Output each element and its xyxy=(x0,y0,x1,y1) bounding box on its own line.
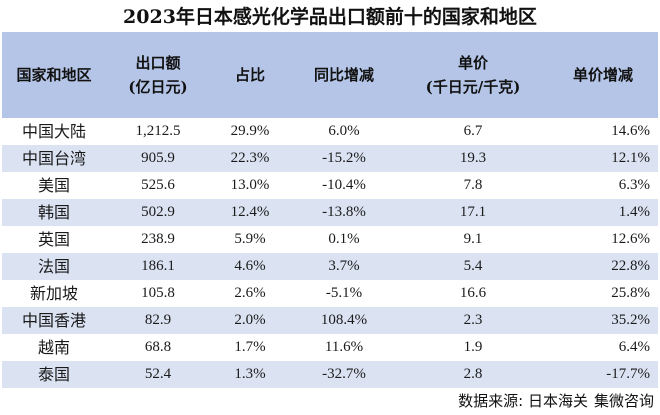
table-row: 中国香港 82.9 2.0% 108.4% 2.3 35.2% xyxy=(2,307,658,334)
cell-share: 1.7% xyxy=(234,339,266,355)
cell-yoy: -10.4% xyxy=(322,177,366,193)
cell-share: 4.6% xyxy=(234,258,266,274)
cell-yoy: -5.1% xyxy=(325,285,363,301)
cell-export: 502.9 xyxy=(141,204,175,220)
cell-price-change: 6.4% xyxy=(618,339,650,355)
cell-region: 英国 xyxy=(37,230,70,249)
cell-region: 法国 xyxy=(37,257,70,276)
cell-export: 238.9 xyxy=(141,231,175,247)
cell-unit-price: 19.3 xyxy=(459,150,487,166)
cell-region: 中国香港 xyxy=(21,311,86,330)
cell-share: 2.6% xyxy=(234,285,266,301)
table-row: 越南 68.8 1.7% 11.6% 1.9 6.4% xyxy=(2,334,658,361)
cell-share: 13.0% xyxy=(230,177,270,193)
header-price-change: 单价增减 xyxy=(572,66,633,84)
cell-region: 中国大陆 xyxy=(21,122,86,141)
header-yoy: 同比增减 xyxy=(313,66,374,84)
cell-price-change: 12.6% xyxy=(611,231,650,247)
table-row: 英国 238.9 5.9% 0.1% 9.1 12.6% xyxy=(2,226,658,253)
cell-share: 12.4% xyxy=(230,204,270,220)
cell-unit-price: 6.7 xyxy=(463,123,483,139)
header-unit-price: 单价 (千日元/千克) xyxy=(425,54,521,96)
table-row: 中国台湾 905.9 22.3% -15.2% 19.3 12.1% xyxy=(2,145,658,172)
cell-price-change: 12.1% xyxy=(611,150,650,166)
cell-yoy: 6.0% xyxy=(328,123,360,139)
cell-yoy: 3.7% xyxy=(328,258,360,274)
header-share: 占比 xyxy=(234,66,265,84)
cell-price-change: 6.3% xyxy=(618,177,650,193)
cell-export: 525.6 xyxy=(141,177,175,193)
source-label: 数据来源: xyxy=(458,392,524,410)
table-row: 中国大陆 1,212.5 29.9% 6.0% 6.7 14.6% xyxy=(2,118,658,145)
cell-yoy: 11.6% xyxy=(324,339,364,355)
source-2: 集微咨询 xyxy=(593,392,654,410)
cell-price-change: 14.6% xyxy=(611,123,650,139)
cell-export: 68.8 xyxy=(144,339,172,355)
cell-yoy: 0.1% xyxy=(328,231,360,247)
cell-unit-price: 7.8 xyxy=(463,177,483,193)
cell-unit-price: 2.8 xyxy=(463,366,483,382)
cell-export: 82.9 xyxy=(144,312,172,328)
cell-region: 泰国 xyxy=(37,365,70,384)
cell-yoy: 108.4% xyxy=(320,312,368,328)
table-row: 新加坡 105.8 2.6% -5.1% 16.6 25.8% xyxy=(2,280,658,307)
header-export: 出口额 (亿日元) xyxy=(128,54,188,96)
cell-price-change: -17.7% xyxy=(606,366,650,382)
cell-share: 22.3% xyxy=(230,150,270,166)
cell-unit-price: 2.3 xyxy=(463,312,483,328)
cell-yoy: -15.2% xyxy=(322,150,366,166)
source-1: 日本海关 xyxy=(527,392,588,410)
export-table: 国家和地区 出口额 (亿日元) 占比 同比增减 单价 (千日元/千克) 单价增减 中… xyxy=(2,32,658,388)
cell-export: 186.1 xyxy=(141,258,175,274)
table-row: 泰国 52.4 1.3% -32.7% 2.8 -17.7% xyxy=(2,361,658,388)
cell-price-change: 1.4% xyxy=(618,204,650,220)
table-title: 2023年日本感光化学品出口额前十的国家和地区 xyxy=(123,6,537,28)
cell-unit-price: 16.6 xyxy=(459,285,487,301)
cell-region: 中国台湾 xyxy=(21,149,86,168)
header-region: 国家和地区 xyxy=(16,66,92,84)
cell-yoy: -32.7% xyxy=(322,366,366,382)
cell-export: 105.8 xyxy=(141,285,175,301)
cell-unit-price: 1.9 xyxy=(463,339,483,355)
cell-export: 1,212.5 xyxy=(135,123,181,139)
cell-share: 1.3% xyxy=(234,366,266,382)
cell-region: 新加坡 xyxy=(29,284,78,303)
cell-unit-price: 9.1 xyxy=(463,231,483,247)
table-row: 韩国 502.9 12.4% -13.8% 17.1 1.4% xyxy=(2,199,658,226)
cell-region: 美国 xyxy=(37,176,70,195)
cell-price-change: 35.2% xyxy=(611,312,650,328)
cell-export: 905.9 xyxy=(141,150,175,166)
cell-yoy: -13.8% xyxy=(322,204,366,220)
cell-export: 52.4 xyxy=(144,366,172,382)
cell-price-change: 25.8% xyxy=(611,285,650,301)
cell-share: 5.9% xyxy=(234,231,266,247)
source-note: 数据来源: 日本海关 集微咨询 xyxy=(458,389,654,413)
cell-region: 韩国 xyxy=(37,203,70,222)
cell-region: 越南 xyxy=(37,338,70,357)
table-row: 美国 525.6 13.0% -10.4% 7.8 6.3% xyxy=(2,172,658,199)
cell-unit-price: 17.1 xyxy=(459,204,487,220)
cell-price-change: 22.8% xyxy=(611,258,650,274)
header-row: 国家和地区 出口额 (亿日元) 占比 同比增减 单价 (千日元/千克) 单价增减 xyxy=(2,32,658,118)
cell-share: 29.9% xyxy=(230,123,270,139)
cell-share: 2.0% xyxy=(234,312,266,328)
cell-unit-price: 5.4 xyxy=(463,258,483,274)
table-row: 法国 186.1 4.6% 3.7% 5.4 22.8% xyxy=(2,253,658,280)
